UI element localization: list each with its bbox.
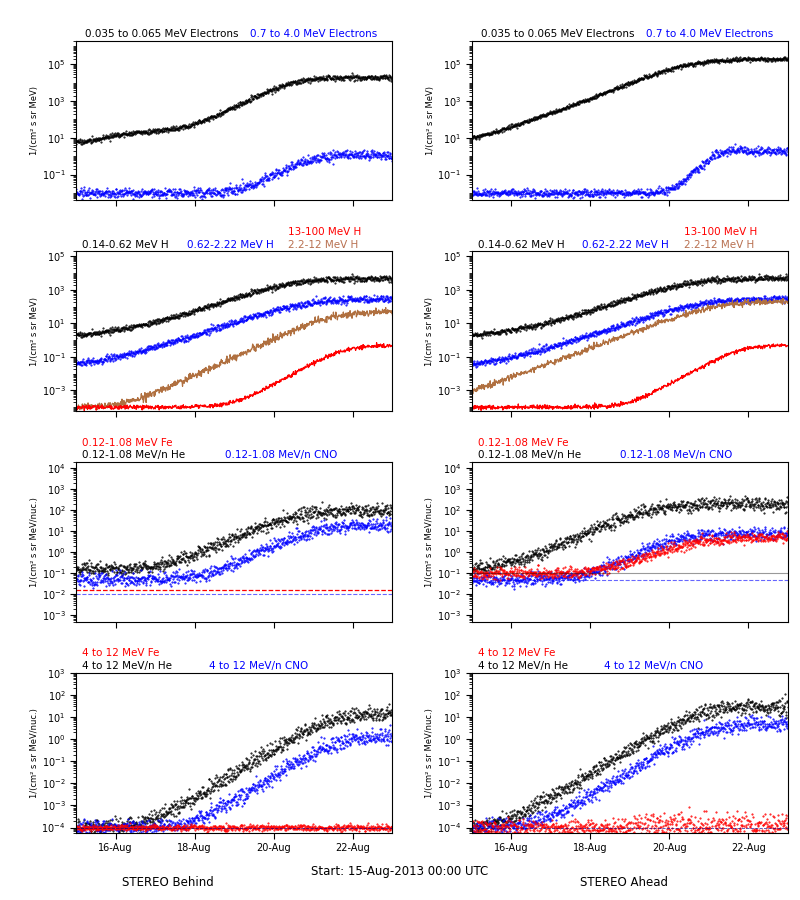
Y-axis label: 1/(cm² s sr MeV): 1/(cm² s sr MeV): [30, 86, 39, 155]
Text: 0.12-1.08 MeV/n CNO: 0.12-1.08 MeV/n CNO: [225, 451, 337, 461]
Y-axis label: 1/(cm² s sr MeV/nuc.): 1/(cm² s sr MeV/nuc.): [30, 497, 39, 587]
Text: 0.7 to 4.0 MeV Electrons: 0.7 to 4.0 MeV Electrons: [250, 29, 378, 39]
Text: 0.12-1.08 MeV Fe: 0.12-1.08 MeV Fe: [478, 437, 568, 447]
Y-axis label: 1/(cm² s sr MeV/nuc.): 1/(cm² s sr MeV/nuc.): [30, 707, 38, 797]
Text: 0.035 to 0.065 MeV Electrons: 0.035 to 0.065 MeV Electrons: [86, 29, 239, 39]
Y-axis label: 1/(cm² s sr MeV): 1/(cm² s sr MeV): [426, 297, 434, 365]
Text: 4 to 12 MeV/n He: 4 to 12 MeV/n He: [478, 662, 568, 671]
Text: 13-100 MeV H: 13-100 MeV H: [288, 227, 362, 237]
Y-axis label: 1/(cm² s sr MeV): 1/(cm² s sr MeV): [30, 297, 39, 365]
Text: 0.035 to 0.065 MeV Electrons: 0.035 to 0.065 MeV Electrons: [481, 29, 634, 39]
Y-axis label: 1/(cm² s sr MeV): 1/(cm² s sr MeV): [426, 86, 434, 155]
Text: STEREO Behind: STEREO Behind: [122, 876, 214, 888]
Text: 4 to 12 MeV Fe: 4 to 12 MeV Fe: [478, 649, 555, 659]
Text: 0.14-0.62 MeV H: 0.14-0.62 MeV H: [82, 239, 169, 249]
Text: 0.62-2.22 MeV H: 0.62-2.22 MeV H: [186, 239, 274, 249]
Text: 0.12-1.08 MeV/n He: 0.12-1.08 MeV/n He: [478, 451, 581, 461]
Text: 2.2-12 MeV H: 2.2-12 MeV H: [288, 239, 358, 249]
Text: 0.14-0.62 MeV H: 0.14-0.62 MeV H: [478, 239, 565, 249]
Text: 13-100 MeV H: 13-100 MeV H: [683, 227, 757, 237]
Text: 4 to 12 MeV/n CNO: 4 to 12 MeV/n CNO: [605, 662, 704, 671]
Y-axis label: 1/(cm² s sr MeV/nuc.): 1/(cm² s sr MeV/nuc.): [425, 707, 434, 797]
Text: 0.62-2.22 MeV H: 0.62-2.22 MeV H: [582, 239, 669, 249]
Text: 0.12-1.08 MeV/n He: 0.12-1.08 MeV/n He: [82, 451, 186, 461]
Text: 0.7 to 4.0 MeV Electrons: 0.7 to 4.0 MeV Electrons: [646, 29, 773, 39]
Text: 2.2-12 MeV H: 2.2-12 MeV H: [683, 239, 754, 249]
Text: 0.12-1.08 MeV/n CNO: 0.12-1.08 MeV/n CNO: [620, 451, 733, 461]
Text: 4 to 12 MeV Fe: 4 to 12 MeV Fe: [82, 649, 160, 659]
Text: STEREO Ahead: STEREO Ahead: [580, 876, 668, 888]
Text: Start: 15-Aug-2013 00:00 UTC: Start: 15-Aug-2013 00:00 UTC: [311, 865, 489, 878]
Y-axis label: 1/(cm² s sr MeV/nuc.): 1/(cm² s sr MeV/nuc.): [426, 497, 434, 587]
Text: 4 to 12 MeV/n He: 4 to 12 MeV/n He: [82, 662, 172, 671]
Text: 4 to 12 MeV/n CNO: 4 to 12 MeV/n CNO: [209, 662, 308, 671]
Text: 0.12-1.08 MeV Fe: 0.12-1.08 MeV Fe: [82, 437, 173, 447]
